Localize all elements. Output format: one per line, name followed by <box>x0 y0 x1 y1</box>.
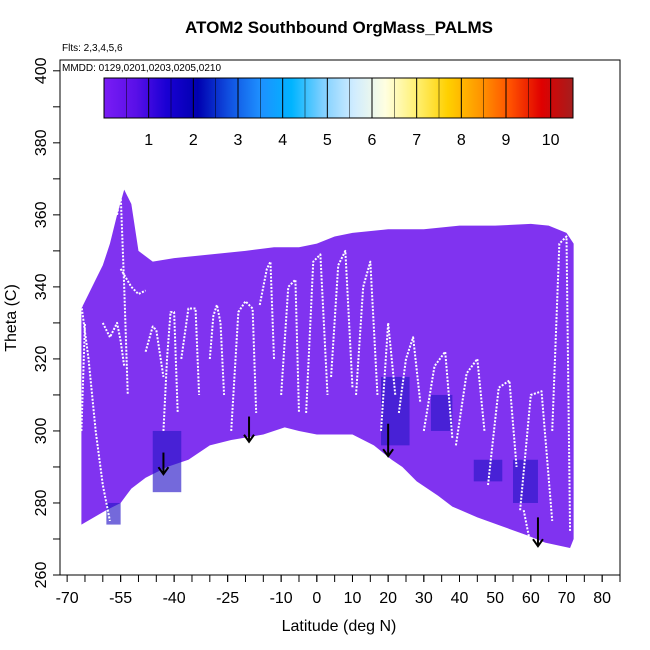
dense-patch <box>106 502 121 525</box>
x-tick-label: -25 <box>216 590 239 607</box>
flight-track <box>119 268 147 296</box>
flight-track <box>208 303 226 395</box>
arrow-head <box>157 466 170 476</box>
dense-patch <box>152 430 182 493</box>
x-tick-label: 50 <box>486 590 504 607</box>
flight-track <box>280 278 300 413</box>
x-tick-label: 20 <box>379 590 397 607</box>
x-tick-label: 0 <box>312 590 321 607</box>
arrow-head <box>532 538 544 548</box>
flight-track <box>230 300 258 432</box>
y-tick-label: 280 <box>33 490 50 517</box>
flight-track <box>116 192 129 395</box>
colorbar-tick-label: 3 <box>234 132 243 149</box>
y-tick-label: 380 <box>33 129 50 156</box>
flight-track <box>80 304 111 522</box>
x-tick-label: -55 <box>109 590 132 607</box>
x-axis: -70 -55 -40 -25 -10 0 10 20 30 40 50 60 70 80 <box>56 575 621 607</box>
colorbar-tick-label: 6 <box>368 132 377 149</box>
flight-tracks <box>80 192 572 547</box>
x-tick-label: -70 <box>56 590 79 607</box>
x-tick-label: 80 <box>593 590 611 607</box>
colorbar: 1 2 3 4 5 6 7 8 9 10 <box>103 77 574 149</box>
y-axis: 260 280 300 320 340 360 380 400 <box>33 57 60 588</box>
flight-track <box>80 322 86 431</box>
colorbar-tick-label: 1 <box>144 132 153 149</box>
dense-patch <box>473 459 503 482</box>
flight-track <box>487 379 518 486</box>
y-axis-label: Theta (C) <box>3 284 20 352</box>
colorbar-tick-label: 4 <box>278 132 287 149</box>
plot-frame <box>59 59 621 576</box>
flight-track <box>330 249 354 388</box>
flight-track <box>305 253 329 413</box>
flight-track <box>522 509 532 547</box>
colorbar-gradient <box>103 77 574 119</box>
colorbar-tick-label: 7 <box>412 132 421 149</box>
flight-track <box>422 350 454 439</box>
x-tick-label: -40 <box>163 590 186 607</box>
flights-note: Flts: 2,3,4,5,6 <box>62 43 123 54</box>
x-tick-label: -10 <box>270 590 293 607</box>
arrow-head <box>382 448 394 458</box>
theta-field <box>81 189 574 548</box>
dense-patch <box>430 394 453 431</box>
y-tick-label: 340 <box>33 273 50 300</box>
flight-track <box>180 307 201 395</box>
arrows <box>157 416 544 548</box>
arrow-head <box>243 434 255 444</box>
flight-track <box>144 325 165 378</box>
y-tick-label: 300 <box>33 417 50 444</box>
colorbar-tick-label: 8 <box>457 132 466 149</box>
dates-note: MMDD: 0129,0201,0203,0205,0210 <box>62 63 221 74</box>
flight-track <box>397 336 422 414</box>
flight-track <box>519 390 554 522</box>
colorbar-tick-label: 2 <box>189 132 198 149</box>
flight-track <box>101 321 126 367</box>
y-tick-label: 400 <box>33 57 50 84</box>
y-tick-label: 360 <box>33 201 50 228</box>
colorbar-tick-label: 10 <box>542 132 560 149</box>
flight-track <box>162 311 179 431</box>
y-tick-label: 260 <box>33 562 50 589</box>
dense-patch <box>381 376 410 446</box>
colorbar-tick-label: 5 <box>323 132 332 149</box>
colorbar-tick-label: 9 <box>502 132 511 149</box>
y-tick-label: 320 <box>33 345 50 372</box>
flight-track <box>380 321 397 432</box>
x-tick-label: 60 <box>522 590 540 607</box>
x-axis-label: Latitude (deg N) <box>282 618 397 635</box>
x-tick-label: 70 <box>558 590 576 607</box>
x-tick-label: 40 <box>451 590 469 607</box>
chart-title: ATOM2 Southbound OrgMass_PALMS <box>185 18 493 37</box>
dense-patch <box>512 459 538 503</box>
x-tick-label: 10 <box>344 590 362 607</box>
x-tick-label: 30 <box>415 590 433 607</box>
flight-track <box>355 260 379 395</box>
flight-track <box>454 357 486 446</box>
field-area <box>81 189 574 548</box>
flight-track <box>258 260 276 359</box>
